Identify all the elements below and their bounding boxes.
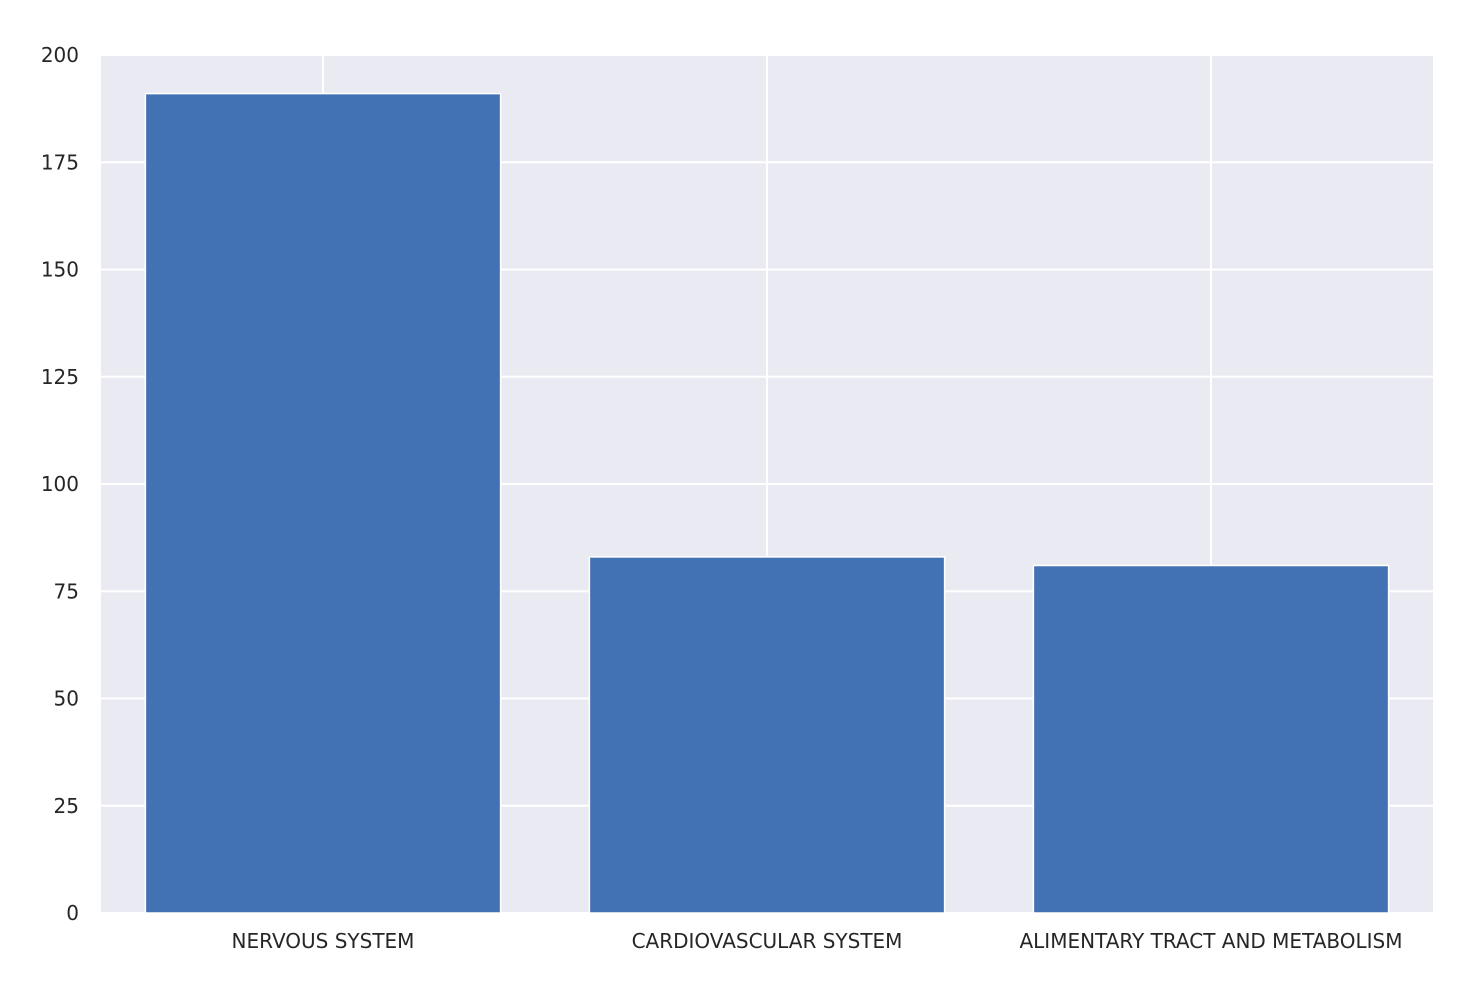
y-tick-label: 50 — [54, 687, 79, 711]
y-tick-label: 100 — [41, 472, 79, 496]
bar — [1032, 564, 1390, 914]
y-tick-label: 175 — [41, 150, 79, 174]
x-tick-label: ALIMENTARY TRACT AND METABOLISM — [1019, 929, 1402, 953]
bar — [144, 92, 502, 914]
y-axis-tick-labels: 0 25 50 75 100 125 150 175 200 — [41, 43, 79, 925]
x-tick-label: CARDIOVASCULAR SYSTEM — [632, 929, 903, 953]
y-tick-label: 200 — [41, 43, 79, 67]
y-tick-label: 0 — [66, 901, 79, 925]
y-tick-label: 125 — [41, 365, 79, 389]
bars — [144, 92, 1390, 914]
x-axis-tick-labels: NERVOUS SYSTEM CARDIOVASCULAR SYSTEM ALIME… — [232, 929, 1403, 953]
y-tick-label: 25 — [54, 794, 79, 818]
bar — [588, 556, 946, 914]
x-tick-label: NERVOUS SYSTEM — [232, 929, 415, 953]
y-tick-label: 75 — [54, 579, 79, 603]
y-tick-label: 150 — [41, 258, 79, 282]
